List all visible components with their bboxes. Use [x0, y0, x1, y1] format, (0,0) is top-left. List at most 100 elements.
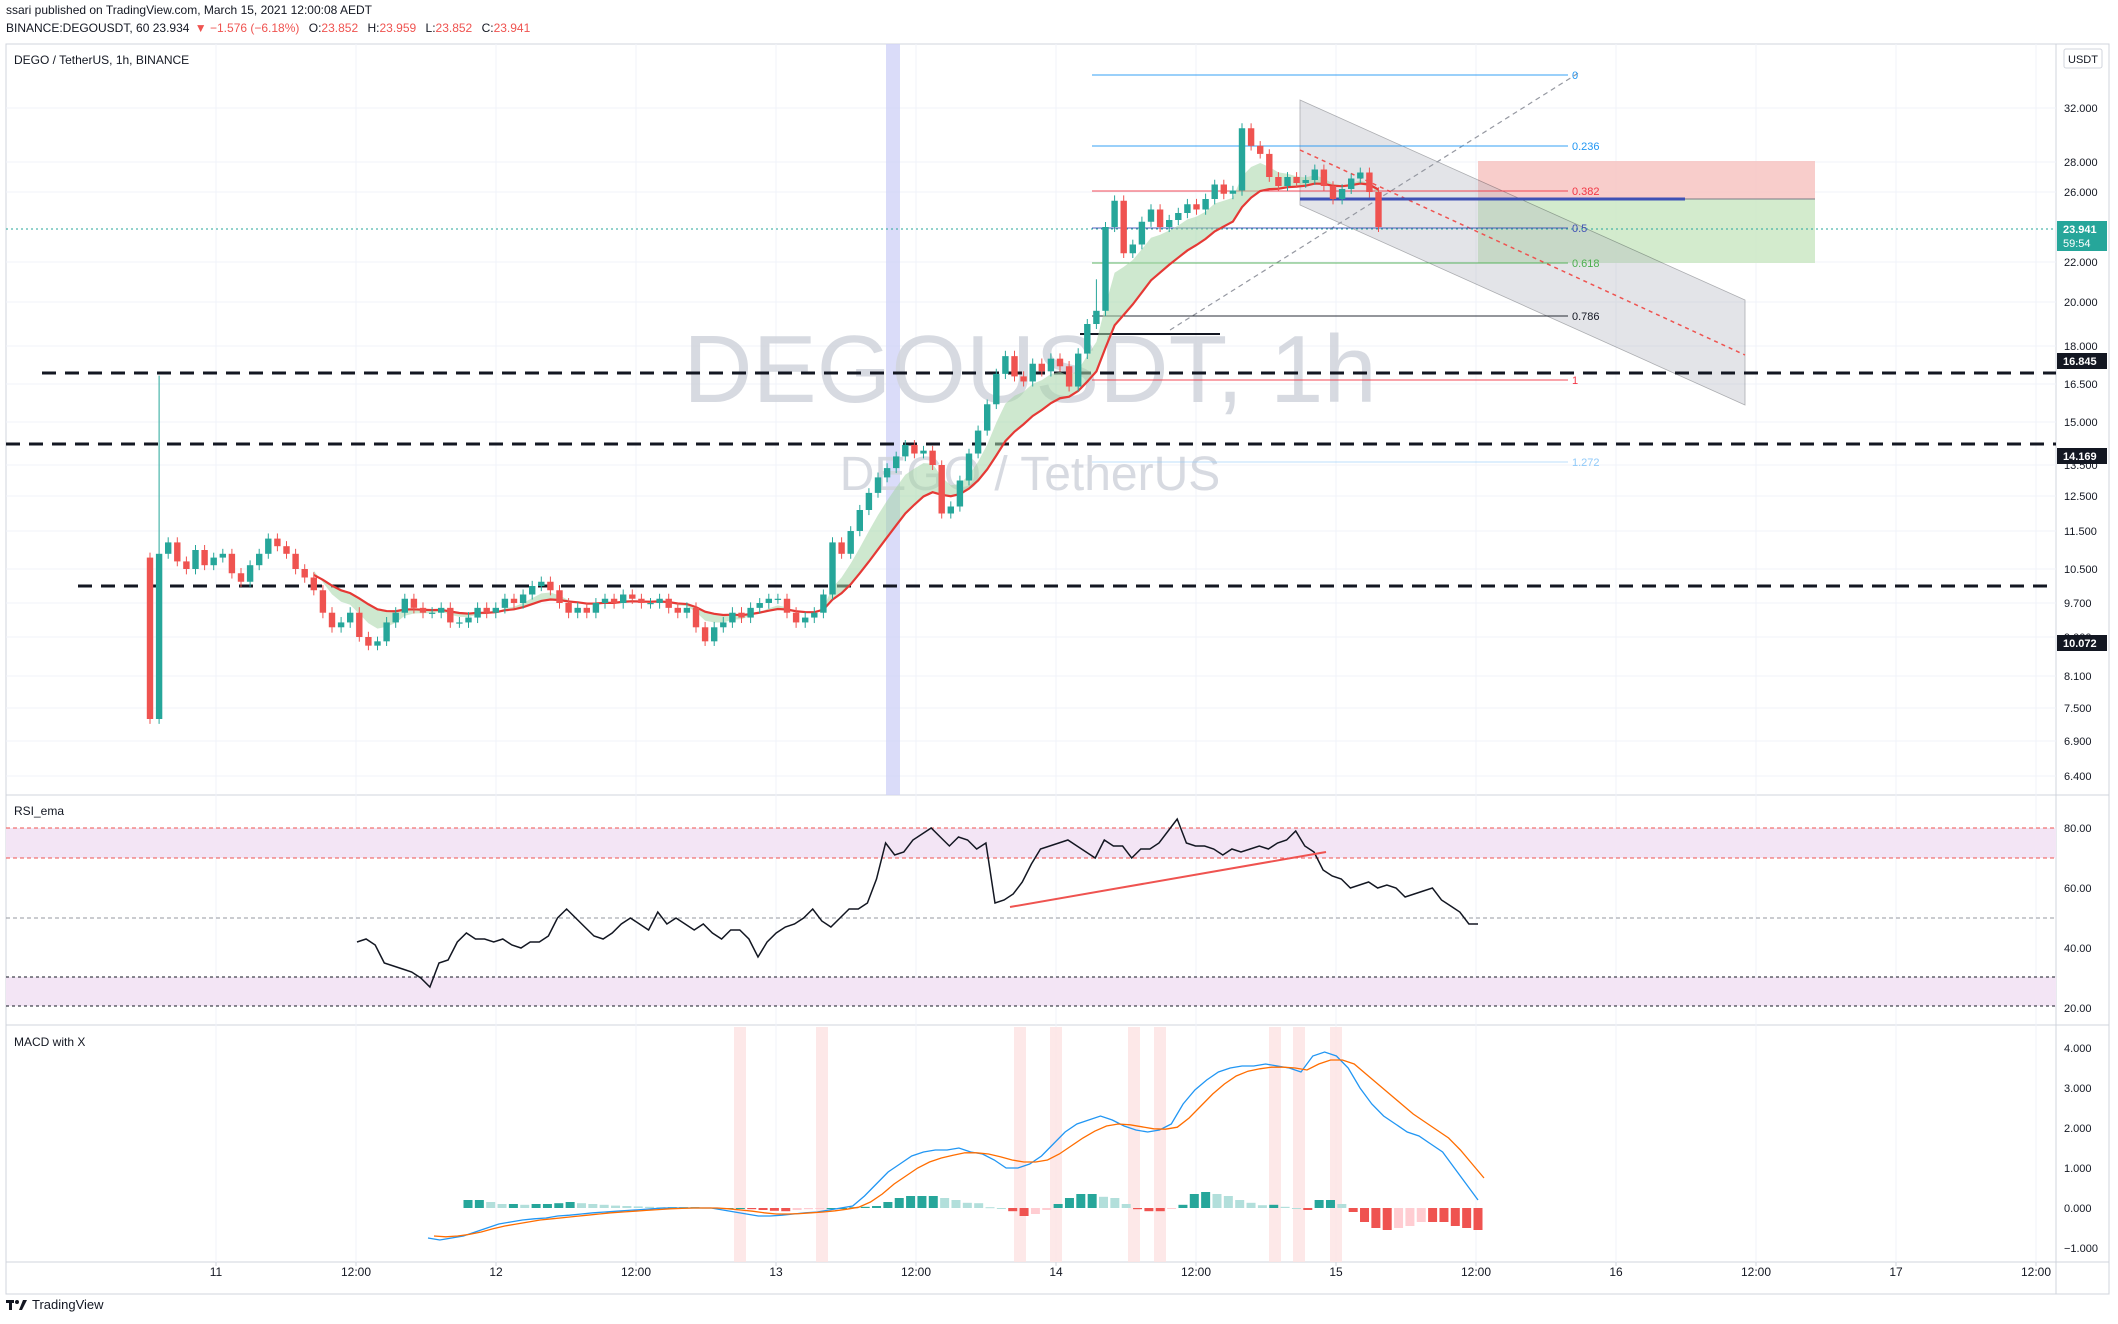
candle-body: [774, 598, 782, 600]
candle-body: [256, 553, 263, 566]
candle-body: [410, 598, 418, 608]
macd-cross-band: [1269, 1027, 1281, 1262]
macd-hist-bar: [1121, 1204, 1131, 1208]
candle-body: [492, 607, 499, 613]
candle-body: [310, 577, 317, 591]
candle-body: [1011, 356, 1018, 377]
macd-hist-bar: [951, 1200, 961, 1208]
macd-hist-bar: [474, 1200, 484, 1208]
time-axis-label: 11: [210, 1265, 223, 1279]
price-scale-label: 32.000: [2064, 103, 2098, 115]
low-value: 23.852: [435, 21, 473, 35]
candle-body: [984, 404, 991, 431]
macd-hist-bar: [1314, 1200, 1324, 1208]
candle-body: [356, 612, 363, 637]
candle-body: [265, 538, 272, 554]
candle-body: [1111, 200, 1118, 227]
price-scale-label: 12.500: [2064, 491, 2098, 503]
macd-hist-bar: [565, 1202, 575, 1208]
macd-hist-bar: [1030, 1208, 1040, 1214]
candle-body: [556, 590, 563, 603]
fib-level-label: 0.382: [1572, 186, 1600, 198]
candle-body: [347, 612, 354, 623]
price-tag-label: 16.845: [2063, 356, 2097, 368]
macd-hist-bar: [1450, 1208, 1460, 1226]
candle-body: [629, 594, 636, 599]
time-axis-label: 12: [489, 1265, 503, 1279]
candle-body: [237, 573, 245, 582]
price-tags: 23.941 59:54 16.845 14.169 10.072: [2057, 221, 2107, 651]
candle-body: [1338, 189, 1346, 199]
macd-hist-bar: [985, 1207, 995, 1209]
candle-body: [438, 607, 445, 613]
macd-hist-bar: [1223, 1196, 1233, 1208]
macd-hist-bar: [1099, 1196, 1109, 1208]
candle-body: [802, 617, 809, 623]
macd-hist-bar: [588, 1204, 598, 1208]
macd-hist-bar: [542, 1204, 552, 1208]
price-scale-label: 11.500: [2064, 526, 2097, 538]
candle-body: [929, 450, 936, 465]
macd-hist-bar: [554, 1203, 564, 1208]
macd-hist-bar: [940, 1198, 950, 1208]
candle-body: [1065, 366, 1073, 387]
publish-info: ssari published on TradingView.com, Marc…: [6, 3, 372, 17]
price-scale-label: 10.500: [2064, 564, 2098, 576]
highlight-band: [886, 44, 900, 795]
candle-body: [274, 538, 281, 547]
time-axis-label: 12:00: [1181, 1265, 1211, 1279]
rsi-scale[interactable]: 80.00 60.00 40.00 20.00: [2064, 823, 2092, 1015]
price-tag-countdown: 59:54: [2063, 238, 2091, 250]
macd-hist-bar: [974, 1203, 984, 1208]
candle-body: [1220, 184, 1227, 194]
candle-body: [883, 468, 891, 478]
macd-scale-label: 4.000: [2064, 1043, 2092, 1055]
candle-body: [1229, 190, 1237, 194]
candle-body: [1138, 221, 1146, 245]
candle-body: [228, 553, 236, 574]
symbol-label[interactable]: BINANCE:DEGOUSDT, 60: [6, 21, 150, 35]
candle-body: [1348, 178, 1355, 189]
candle-body: [911, 444, 918, 454]
price-scale-label: 7.500: [2064, 703, 2092, 715]
macd-hist-bar: [633, 1206, 643, 1208]
macd-scale-label: 0.000: [2064, 1203, 2092, 1215]
macd-hist-bar: [1473, 1208, 1483, 1230]
candle-body: [592, 603, 600, 613]
candle-body: [1366, 172, 1373, 192]
macd-scale[interactable]: 4.000 3.000 2.000 1.000 0.000 −1.000: [2064, 1043, 2098, 1255]
candle-body: [465, 617, 472, 623]
macd-hist-bar: [1269, 1204, 1279, 1208]
currency-box[interactable]: [2063, 48, 2103, 69]
candle-body: [328, 612, 336, 628]
candle-body: [1038, 363, 1045, 372]
price-scale-label: 6.900: [2064, 736, 2092, 748]
candle-body: [783, 598, 791, 613]
candle-body: [283, 546, 290, 554]
candle-body: [565, 603, 572, 613]
channel-midline: [1299, 149, 1746, 356]
macd-hist-bar: [576, 1203, 586, 1208]
fib-level-label: 0: [1572, 70, 1578, 82]
macd-cross-band: [734, 1027, 746, 1262]
macd-scale-label: 1.000: [2064, 1163, 2092, 1175]
candle-body: [874, 477, 882, 493]
time-axis-label: 14: [1049, 1265, 1063, 1279]
candles[interactable]: [146, 123, 1382, 724]
macd-hist-bar: [1178, 1204, 1188, 1208]
price-tag-bg: [2057, 635, 2107, 651]
high-key: H:: [367, 21, 380, 35]
macd-hist-bar: [1382, 1208, 1392, 1230]
macd-hist-bar: [758, 1208, 768, 1210]
macd-hist-bar: [837, 1208, 847, 1209]
macd-hist-bar: [508, 1204, 518, 1208]
candle-body: [1120, 200, 1127, 254]
candle-body: [1056, 358, 1064, 367]
time-axis[interactable]: 11 12:00 12 12:00 13 12:00 14 12:00 15 12:00 16 12:…: [210, 1262, 2052, 1279]
candle-body: [865, 492, 873, 510]
price-scale[interactable]: 32.000 28.000 26.000 22.000 20.000 18.000 16.5…: [2064, 103, 2098, 783]
rsi-oversold-band: [6, 977, 2056, 1006]
time-axis-label: 12:00: [341, 1265, 371, 1279]
candle-body: [1375, 192, 1382, 227]
